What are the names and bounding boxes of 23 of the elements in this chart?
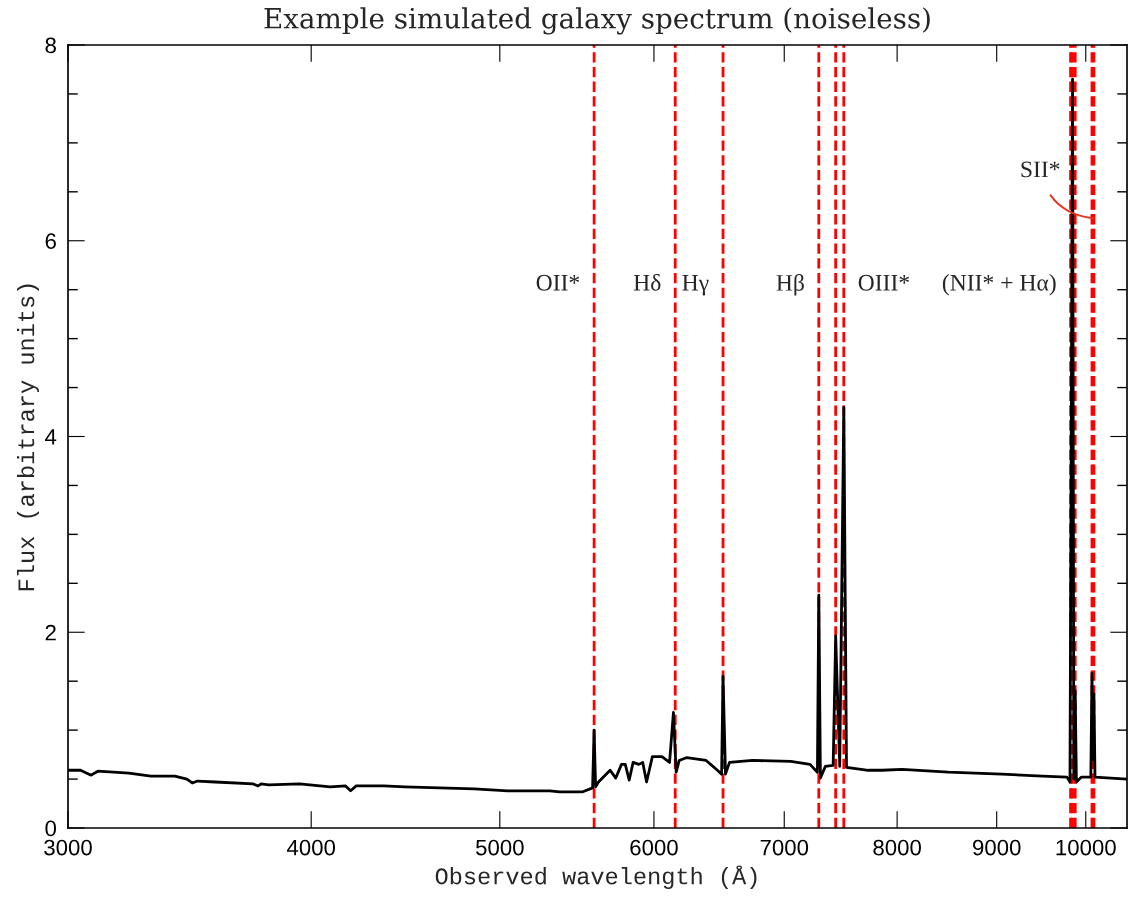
y-tick-label: 8 — [45, 37, 56, 54]
y-tick-label: 0 — [45, 820, 57, 837]
annotation: SII* — [1021, 161, 1060, 178]
annotation: Hγ — [682, 275, 709, 296]
x-tick-label: 9000 — [973, 839, 1021, 856]
annotation: OIII* — [858, 274, 910, 291]
y-tick-label: 4 — [45, 429, 57, 445]
x-tick-label: 3000 — [44, 839, 92, 856]
y-tick-label: 2 — [45, 624, 56, 641]
x-axis-title: Observed wavelength (Å) — [435, 865, 757, 890]
x-tick-label: 10000 — [1056, 839, 1116, 856]
annotation: (NII* + Hα) — [942, 274, 1056, 296]
annotation: Hβ — [776, 273, 804, 296]
x-tick-label: 7000 — [760, 839, 809, 856]
x-tick-label: 6000 — [630, 839, 678, 856]
x-tick-label: 5000 — [475, 839, 524, 856]
chart-title: Example simulated galaxy spectrum (noiseless) — [264, 7, 930, 35]
annotation: Hδ — [633, 273, 661, 291]
x-tick-label: 4000 — [286, 839, 336, 856]
y-axis-title: Flux (arbitrary units) — [16, 284, 39, 591]
annotation: OII* — [536, 274, 580, 291]
y-tick-label: 6 — [45, 233, 56, 250]
x-tick-label: 8000 — [873, 839, 921, 856]
